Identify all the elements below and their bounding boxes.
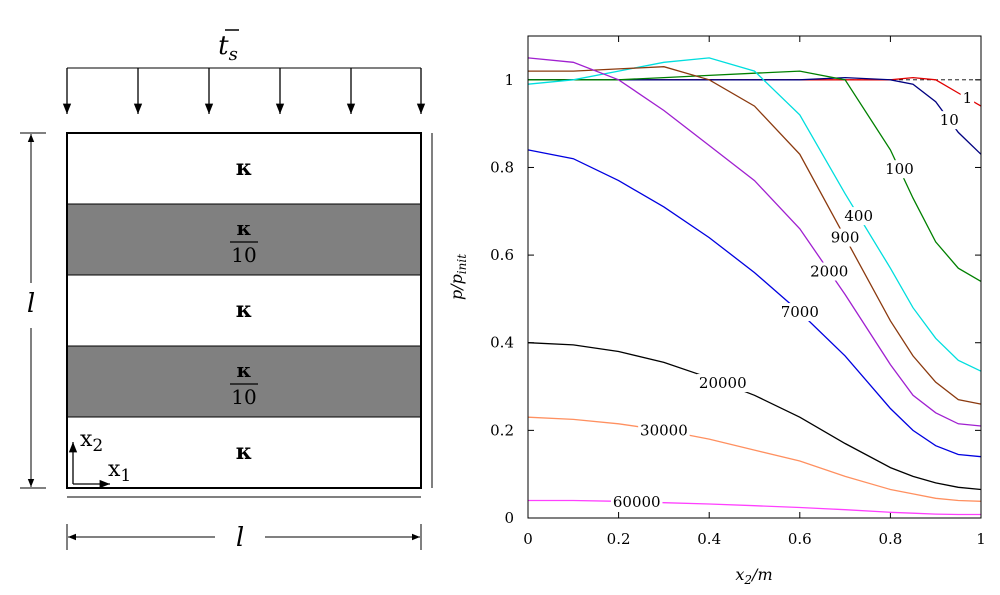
load-arrows — [62, 68, 426, 114]
chart: x2/m p/pinit 00.20.40.60.810 0.2 0.4 0.6 0.8… — [447, 35, 986, 587]
x-tick-label: 0 — [523, 530, 533, 548]
layer-label: 10 — [231, 385, 256, 409]
layer-label: κ — [236, 297, 253, 323]
label-bg — [842, 207, 875, 226]
x-tick-label: 0.8 — [878, 530, 902, 548]
line-labels: 110 100 400 900 2000 7000 20000 30000 60000 — [610, 89, 975, 511]
legend-label: 100 — [885, 160, 914, 178]
line — [528, 76, 982, 155]
layer-label: κ — [237, 358, 252, 382]
line — [527, 416, 982, 502]
dim-label: l — [27, 289, 35, 319]
label-bg — [937, 111, 961, 130]
y-tick-label: 0.6 — [490, 246, 514, 264]
y-axis-label: p/pinit — [447, 254, 469, 300]
x-tick-label: 0.6 — [788, 530, 812, 548]
x-tick-label: 1 — [976, 530, 986, 548]
y-tick-label: 0.8 — [490, 158, 514, 176]
line — [527, 149, 982, 458]
plot-frame — [527, 35, 982, 519]
line — [527, 57, 982, 427]
label-bg — [808, 262, 851, 281]
x-axis-label: x2/m — [735, 565, 772, 587]
line — [528, 499, 981, 516]
y-tick-label: 0.4 — [490, 334, 514, 352]
legend-label: 900 — [831, 229, 860, 247]
legend-label: 20000 — [699, 374, 747, 392]
label-bg — [638, 421, 690, 440]
legend-label: 30000 — [640, 421, 688, 439]
legend-label: 2000 — [810, 263, 848, 281]
label-bg — [828, 228, 862, 247]
line — [528, 66, 982, 405]
layer-label: κ — [236, 439, 253, 465]
lines — [527, 57, 982, 516]
line — [527, 342, 982, 491]
label-bg — [960, 89, 975, 108]
axis-label: x2 — [80, 427, 103, 456]
legend-label: 400 — [844, 207, 873, 225]
diagram: ts κ κ 10 κ κ 10 κ l l x2 x1 — [20, 29, 433, 553]
axis-label: x1 — [108, 457, 131, 486]
label-bg — [778, 303, 821, 322]
legend-label: 7000 — [781, 303, 819, 321]
label-bg — [610, 492, 663, 511]
load-label: ts — [218, 31, 238, 65]
layers: κ κ 10 κ κ 10 κ — [66, 132, 422, 489]
layer-label: κ — [237, 216, 252, 240]
x-tick-label: 0.4 — [697, 530, 721, 548]
dim-label: l — [236, 523, 244, 553]
legend-label: 10 — [940, 111, 959, 129]
line — [527, 57, 982, 372]
layer — [66, 203, 422, 276]
layer-label: 10 — [231, 243, 256, 267]
legend-label: 60000 — [613, 493, 661, 511]
line — [528, 76, 982, 107]
legend-label: 1 — [963, 89, 973, 107]
label-bg — [883, 160, 916, 179]
label-bg — [697, 374, 749, 393]
y-tick-label: 0 — [504, 509, 514, 527]
domain-box — [66, 132, 422, 489]
y-tick-label: 0.2 — [490, 421, 514, 439]
y-tick-label: 1 — [504, 71, 514, 89]
layer-label: κ — [236, 155, 253, 181]
x-tick-label: 0.2 — [607, 530, 631, 548]
